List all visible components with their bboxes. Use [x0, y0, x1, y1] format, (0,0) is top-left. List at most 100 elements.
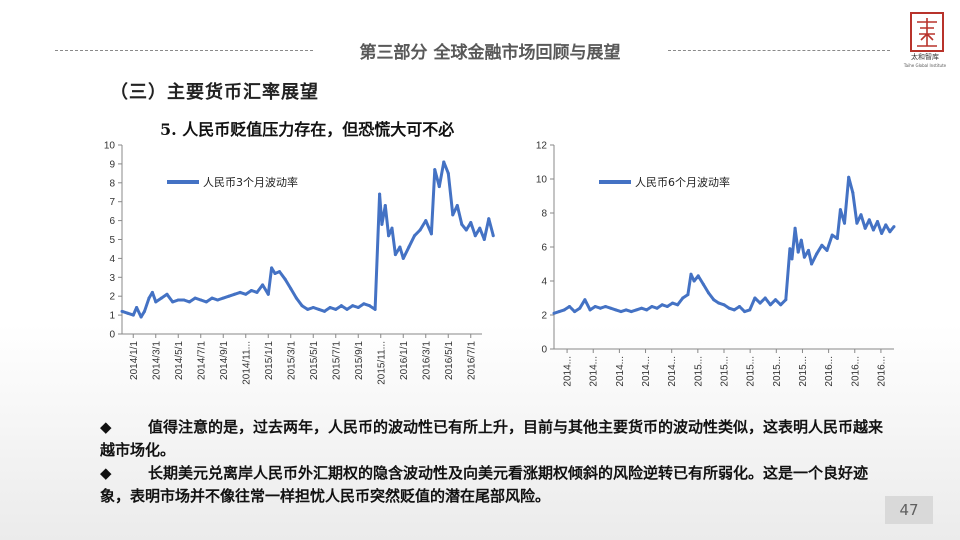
- data-point: [562, 308, 566, 312]
- data-point: [629, 310, 633, 314]
- header-divider-right: [668, 50, 890, 51]
- data-point: [216, 298, 220, 302]
- data-point: [244, 292, 248, 296]
- data-point: [368, 304, 371, 308]
- logo-subtitle: Taihe Global Institute: [903, 63, 947, 68]
- x-tick-label: 2016/1/1: [399, 341, 410, 380]
- x-tick-label: 2014/3/1: [151, 341, 162, 380]
- data-point: [810, 262, 814, 266]
- data-point: [188, 300, 191, 304]
- data-point: [737, 305, 741, 308]
- data-point: [300, 304, 304, 308]
- data-point: [393, 253, 397, 257]
- data-point: [451, 213, 455, 217]
- data-point: [345, 307, 349, 311]
- y-tick-label: 10: [536, 175, 548, 186]
- x-tick-label: 2015/3/1: [286, 341, 297, 380]
- data-point: [249, 289, 253, 293]
- data-point: [880, 231, 884, 235]
- data-point: [692, 279, 696, 283]
- x-tick-label: 2014/11...: [241, 341, 252, 385]
- data-point: [306, 307, 310, 311]
- data-point: [593, 305, 597, 308]
- x-tick-label: 2016...: [824, 356, 835, 387]
- x-tick-label: 2014/9/1: [219, 341, 230, 380]
- data-point: [424, 219, 428, 223]
- data-point: [707, 291, 711, 295]
- data-point: [311, 306, 315, 310]
- data-point: [150, 290, 154, 294]
- data-point: [204, 300, 208, 304]
- data-point: [552, 311, 556, 315]
- x-tick-label: 2016/5/1: [444, 341, 455, 380]
- series-line: [121, 160, 495, 319]
- bullet-item: ◆ 长期美元兑离岸人民币外汇期权的隐含波动性及向美元看涨期权倾斜的风险逆转已有所弱…: [100, 462, 890, 508]
- data-point: [261, 283, 265, 287]
- y-tick-label: 1: [109, 311, 115, 322]
- x-tick-label: 2015/11...: [376, 341, 387, 385]
- data-point: [743, 310, 747, 314]
- data-point: [270, 266, 274, 270]
- data-point: [717, 301, 721, 305]
- data-point: [732, 308, 736, 312]
- data-point: [199, 298, 203, 302]
- data-point: [888, 230, 892, 234]
- data-point: [796, 250, 800, 254]
- data-point: [650, 305, 654, 308]
- y-tick-label: 2: [109, 292, 115, 303]
- data-point: [871, 228, 875, 232]
- data-point: [884, 223, 888, 227]
- logo: 太和智库 Taihe Global Institute: [902, 12, 948, 78]
- data-point: [847, 175, 851, 179]
- data-point: [788, 247, 792, 251]
- data-point: [619, 310, 623, 314]
- data-point: [557, 310, 561, 314]
- data-point: [255, 290, 259, 294]
- data-point: [640, 306, 644, 310]
- data-point: [573, 310, 577, 314]
- data-point: [665, 305, 669, 308]
- data-point: [446, 171, 450, 175]
- data-point: [851, 191, 855, 195]
- data-point: [701, 282, 705, 286]
- data-point: [398, 245, 402, 249]
- data-point: [413, 234, 416, 238]
- series-line: [553, 175, 896, 315]
- legend-label: 人民币3个月波动率: [203, 175, 298, 189]
- y-tick-label: 4: [541, 277, 547, 288]
- data-point: [294, 296, 298, 300]
- y-tick-label: 10: [104, 141, 116, 152]
- data-point: [473, 234, 477, 238]
- x-tick-label: 2014/7/1: [196, 341, 207, 380]
- data-point: [655, 306, 659, 310]
- data-point: [323, 309, 326, 313]
- data-point: [433, 168, 437, 172]
- x-tick-label: 2014...: [615, 356, 626, 387]
- data-point: [120, 309, 124, 313]
- bullet-text: 长期美元兑离岸人民币外汇期权的隐含波动性及向美元看涨期权倾斜的风险逆转已有所弱化…: [100, 464, 869, 505]
- data-point: [815, 252, 819, 256]
- data-point: [614, 308, 618, 312]
- data-point: [855, 221, 859, 225]
- data-point: [779, 303, 783, 307]
- x-tick-label: 2014...: [563, 356, 574, 387]
- y-tick-label: 2: [541, 311, 547, 322]
- legend-label: 人民币6个月波动率: [635, 175, 730, 189]
- data-point: [418, 228, 422, 232]
- data-point: [464, 228, 468, 232]
- x-tick-label: 2014...: [641, 356, 652, 387]
- y-tick-label: 7: [109, 197, 115, 208]
- data-point: [634, 308, 638, 312]
- data-point: [442, 160, 446, 164]
- point-title: 5. 人民币贬值压力存在，但恐慌大可不必: [160, 120, 455, 139]
- data-point: [799, 238, 803, 242]
- x-tick-label: 2015...: [798, 356, 809, 387]
- data-point: [487, 217, 491, 221]
- data-point: [793, 226, 797, 230]
- data-point: [328, 306, 332, 310]
- data-point: [273, 272, 277, 276]
- data-point: [387, 234, 391, 238]
- bullet-text: 值得注意的是，过去两年，人民币的波动性已有所上升，目前与其他主要货币的波动性类似…: [100, 418, 884, 459]
- data-point: [676, 303, 680, 307]
- x-tick-label: 2015...: [693, 356, 704, 387]
